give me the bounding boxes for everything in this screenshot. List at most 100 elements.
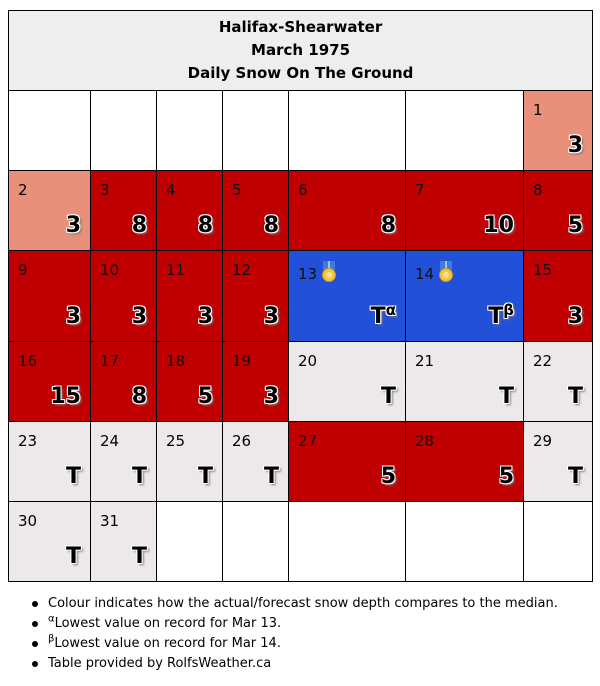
record-footnote-marker: β — [503, 301, 514, 320]
snow-depth-value: 3 — [66, 213, 81, 238]
day-cell: 23 T — [8, 420, 91, 502]
snow-depth-text: 3 — [65, 212, 81, 238]
day-number: 1 — [533, 100, 543, 119]
day-number: 30 — [18, 511, 38, 530]
snow-depth-value: T — [198, 464, 213, 489]
day-cell: 21 T — [405, 341, 524, 422]
snow-depth-text: 3 — [567, 304, 584, 330]
snow-depth-value: T — [264, 464, 279, 489]
record-footnote-marker: α — [385, 301, 396, 320]
day-number: 22 — [533, 352, 553, 371]
day-cell: 17 8 — [90, 341, 157, 422]
day-cell: 14 Tβ — [405, 249, 524, 343]
day-cell: 15 3 — [522, 249, 594, 343]
snow-depth-value: 3 — [264, 384, 279, 409]
snow-depth-value: 15 — [50, 384, 81, 409]
empty-day-cell — [522, 500, 594, 583]
medal-icon — [437, 260, 455, 283]
day-number: 28 — [415, 431, 435, 450]
snow-depth-text: 3 — [263, 383, 279, 409]
snow-depth-text: 8 — [131, 383, 147, 409]
snow-depth-text: 15 — [50, 383, 81, 409]
medal-icon — [320, 260, 338, 283]
snow-depth-value: 10 — [483, 213, 514, 238]
empty-day-cell — [222, 500, 289, 583]
snow-depth-text: 8 — [263, 212, 279, 238]
day-number: 31 — [100, 511, 120, 530]
footnote-marker: β — [48, 633, 55, 645]
snow-depth-value: 3 — [132, 304, 147, 329]
empty-day-cell — [405, 500, 524, 583]
snow-depth-value: 5 — [198, 384, 213, 409]
snow-depth-value: 3 — [568, 133, 583, 158]
day-number: 15 — [533, 260, 553, 279]
footnote-item: βLowest value on record for Mar 14. — [30, 634, 558, 654]
empty-day-cell — [288, 500, 406, 583]
station-name: Halifax-Shearwater — [218, 17, 383, 36]
snow-depth-text: 5 — [498, 463, 514, 489]
day-number: 16 — [18, 352, 38, 371]
day-cell: 13 Tα — [288, 249, 406, 343]
snow-depth-value: T — [568, 384, 583, 409]
snow-depth-value: T — [499, 384, 514, 409]
snow-depth-value: 3 — [66, 304, 81, 329]
snow-depth-value: T — [381, 384, 396, 409]
week-row: 30 T 31 T — [8, 500, 594, 583]
empty-day-cell — [90, 89, 157, 171]
snow-depth-value: T — [66, 544, 81, 569]
footnote-text: Lowest value on record for Mar 14. — [54, 636, 281, 651]
snow-depth-text: 10 — [483, 212, 514, 238]
snow-depth-text: T — [131, 544, 147, 569]
snow-depth-value: 5 — [499, 464, 514, 489]
day-number: 11 — [166, 260, 186, 279]
day-cell: 27 5 — [288, 420, 406, 502]
day-cell: 18 5 — [156, 341, 223, 422]
day-number: 23 — [18, 431, 38, 450]
day-cell: 24 T — [90, 420, 157, 502]
snow-depth-text: 5 — [197, 383, 213, 409]
empty-day-cell — [156, 89, 223, 171]
day-cell: 10 3 — [90, 249, 157, 343]
day-number: 26 — [232, 431, 252, 450]
day-number: 2 — [18, 180, 28, 199]
snow-depth-text: 8 — [197, 212, 213, 238]
empty-day-cell — [288, 89, 406, 171]
day-cell: 11 3 — [156, 249, 223, 343]
snow-depth-value: 3 — [198, 304, 213, 329]
snow-depth-text: T — [131, 463, 147, 489]
day-cell: 31 T — [90, 500, 157, 583]
day-cell: 7 10 — [405, 169, 524, 251]
day-number: 12 — [232, 260, 252, 279]
snow-depth-text: 8 — [131, 212, 147, 238]
day-number: 17 — [100, 352, 120, 371]
month-title: March 1975 — [251, 40, 351, 59]
snow-depth-text: T — [488, 304, 504, 330]
day-number: 20 — [298, 352, 318, 371]
day-number: 13 — [298, 264, 318, 283]
day-number: 27 — [298, 431, 318, 450]
day-number: 9 — [18, 260, 28, 279]
snow-depth-value: 8 — [132, 213, 147, 238]
day-label: 13 — [298, 260, 338, 283]
snow-depth-text: 3 — [65, 304, 81, 330]
week-row: 9 3 10 3 11 3 12 3 13 Tα 14 Tβ 15 3 — [8, 249, 594, 343]
snow-depth-value: T — [132, 464, 147, 489]
day-cell: 20 T — [288, 341, 406, 422]
day-cell: 25 T — [156, 420, 223, 502]
snow-depth-value: Tα — [371, 301, 396, 330]
snow-depth-text: T — [263, 463, 279, 489]
day-number: 3 — [100, 180, 110, 199]
snow-depth-text: 3 — [567, 132, 584, 158]
day-number: 14 — [415, 264, 435, 283]
day-number: 29 — [533, 431, 553, 450]
snow-depth-value: T — [132, 544, 147, 569]
day-number: 6 — [298, 180, 308, 199]
